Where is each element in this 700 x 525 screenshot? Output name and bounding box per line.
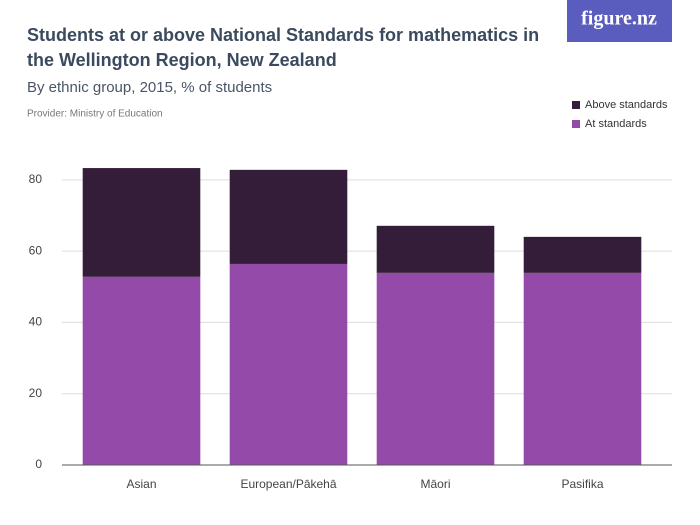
y-tick-label: 0: [35, 457, 42, 471]
provider: Provider: Ministry of Education: [27, 109, 163, 120]
legend-label: Above standards: [585, 99, 668, 111]
chart-title: the Wellington Region, New Zealand: [27, 50, 337, 70]
logo: figure.nz: [581, 8, 657, 30]
y-tick-label: 60: [29, 243, 43, 257]
legend-label: At standards: [585, 118, 647, 130]
chart-title: Students at or above National Standards …: [27, 25, 539, 45]
y-tick-label: 80: [29, 172, 43, 186]
bar-segment: [82, 168, 201, 277]
x-tick-label: Māori: [420, 477, 450, 491]
x-tick-label: Asian: [126, 477, 156, 491]
y-tick-label: 40: [29, 315, 43, 329]
bar-segment: [82, 276, 201, 465]
subtitle: By ethnic group, 2015, % of students: [27, 79, 272, 96]
bar-segment: [523, 272, 642, 465]
bar-segment: [229, 263, 348, 465]
bar-segment: [523, 236, 642, 273]
legend-swatch: [572, 101, 580, 109]
legend-swatch: [572, 120, 580, 128]
bar-segment: [376, 225, 495, 273]
y-tick-label: 20: [29, 386, 43, 400]
logo-box: [567, 0, 672, 42]
bar-segment: [376, 272, 495, 465]
x-tick-label: Pasifika: [561, 477, 603, 491]
bar-segment: [229, 169, 348, 264]
x-tick-label: European/Pākehā: [240, 477, 336, 491]
